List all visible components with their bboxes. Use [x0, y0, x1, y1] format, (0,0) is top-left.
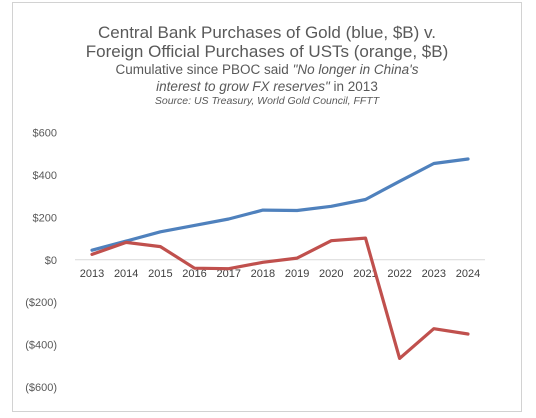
y-tick-label: $600	[33, 128, 57, 140]
x-tick-label: 2023	[422, 268, 446, 280]
gold-series-line	[90, 157, 470, 252]
x-tick-label: 2018	[251, 268, 275, 280]
x-tick-label: 2019	[285, 268, 309, 280]
y-tick-label: $400	[33, 170, 57, 182]
series-group	[90, 157, 470, 360]
y-tick-label: ($400)	[25, 340, 57, 352]
x-tick-label: 2016	[182, 268, 206, 280]
subtitle-quote-part2: interest to grow FX reserves"	[156, 79, 330, 94]
y-axis-ticks: $600 $400 $200 $0 ($200) ($400) ($600)	[25, 128, 57, 395]
x-tick-label: 2015	[148, 268, 172, 280]
x-tick-label: 2020	[319, 268, 343, 280]
chart-source: Source: US Treasury, World Gold Council,…	[154, 95, 380, 107]
chart-title-line2: Foreign Official Purchases of USTs (oran…	[85, 42, 449, 61]
chart-frame: Central Bank Purchases of Gold (blue, $B…	[12, 2, 522, 412]
y-tick-label: ($600)	[25, 382, 57, 394]
subtitle-suffix: in 2013	[329, 79, 378, 94]
x-axis-ticks: 2013 2014 2015 2016 2017 2018 2019 2020 2021 2022…	[80, 268, 480, 280]
subtitle-prefix: Cumulative since PBOC said	[115, 62, 293, 77]
y-tick-label: $0	[45, 255, 57, 267]
x-tick-label: 2022	[387, 268, 411, 280]
y-tick-label: $200	[33, 212, 57, 224]
x-tick-label: 2014	[114, 268, 138, 280]
chart-subtitle-line2: interest to grow FX reserves" in 2013	[13, 79, 521, 95]
chart-title-line1: Central Bank Purchases of Gold (blue, $B…	[98, 23, 436, 42]
y-tick-label: ($200)	[25, 297, 57, 309]
ust-series-line	[90, 236, 470, 360]
chart-titles: Central Bank Purchases of Gold (blue, $B…	[13, 23, 521, 107]
subtitle-quote-part1: "No longer in China's	[292, 62, 419, 77]
chart-subtitle-line1: Cumulative since PBOC said "No longer in…	[13, 62, 521, 78]
x-tick-label: 2013	[80, 268, 104, 280]
x-tick-label: 2017	[216, 268, 240, 280]
line-chart: $600$400$200$0($200)($400)($600) 2013 201…	[25, 128, 485, 395]
x-tick-label: 2021	[353, 268, 377, 280]
x-tick-label: 2024	[456, 268, 480, 280]
